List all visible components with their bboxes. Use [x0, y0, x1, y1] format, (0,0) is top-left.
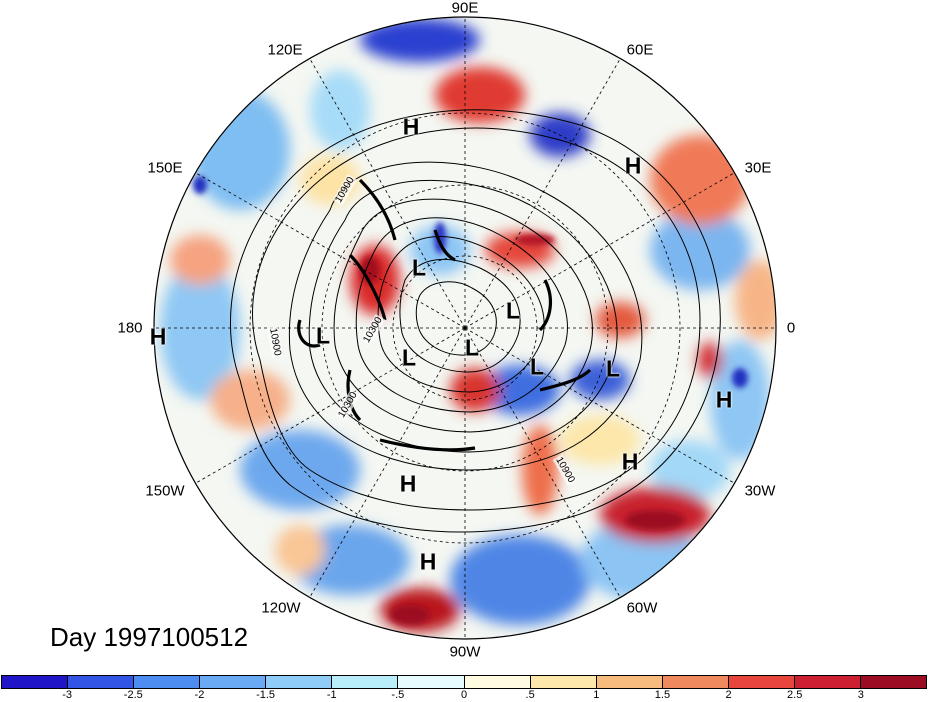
- anomaly-field: [154, 17, 776, 639]
- colorbar-swatch: [464, 676, 531, 688]
- high-pressure-center: H: [621, 448, 639, 475]
- low-pressure-center: L: [505, 297, 521, 324]
- lon-label-150e: 150E: [147, 159, 183, 177]
- colorbar-swatch: [134, 676, 201, 688]
- lon-label-120e: 120E: [267, 41, 303, 59]
- colorbar-tick-label: -1.5: [256, 689, 276, 701]
- colorbar-tick-label: 3: [857, 689, 864, 701]
- colorbar-tick-label: .5: [525, 689, 535, 701]
- low-pressure-center: L: [605, 355, 621, 382]
- map-title: Day 1997100512: [50, 622, 249, 652]
- low-pressure-center: L: [411, 254, 427, 281]
- lon-label-30e: 30E: [744, 159, 772, 177]
- colorbar-tick-label: -3: [62, 689, 73, 701]
- colorbar-swatch: [68, 676, 135, 688]
- low-pressure-center: L: [529, 353, 545, 380]
- lon-label-120w: 120W: [261, 599, 301, 617]
- colorbar: [1, 675, 927, 689]
- lon-label-150w: 150W: [145, 482, 185, 500]
- colorbar-swatch: [530, 676, 597, 688]
- colorbar-tick-label: -1: [326, 689, 337, 701]
- lon-label-60w: 60W: [626, 599, 658, 617]
- colorbar-swatch: [861, 676, 927, 688]
- lon-label-30w: 30W: [744, 482, 776, 500]
- colorbar-swatch: [266, 676, 333, 688]
- colorbar-tick-label: 1: [593, 689, 600, 701]
- colorbar-swatch: [728, 676, 795, 688]
- lon-label-0: 0: [786, 319, 796, 337]
- colorbar-tick-label: 1.5: [654, 689, 671, 701]
- high-pressure-center: H: [419, 548, 437, 575]
- high-pressure-center: H: [402, 113, 420, 140]
- colorbar-tick-label: -2: [194, 689, 205, 701]
- lon-label-180: 180: [117, 319, 143, 337]
- colorbar-tick-label: 2.5: [787, 689, 803, 701]
- lon-label-90e: 90E: [451, 0, 479, 17]
- colorbar-swatch: [662, 676, 729, 688]
- colorbar-tick-label: -.5: [391, 689, 405, 701]
- low-pressure-center: L: [401, 344, 417, 371]
- colorbar-swatch: [332, 676, 399, 688]
- colorbar-tick-label: 2: [725, 689, 732, 701]
- polar-map: [153, 16, 777, 640]
- high-pressure-center: H: [624, 152, 642, 179]
- colorbar-swatch: [2, 676, 69, 688]
- colorbar-swatch: [200, 676, 267, 688]
- lon-label-90w: 90W: [449, 643, 481, 661]
- high-pressure-center: H: [715, 386, 733, 413]
- lon-label-60e: 60E: [626, 41, 654, 59]
- colorbar-tick-label: -2.5: [123, 689, 143, 701]
- colorbar-swatch: [398, 676, 465, 688]
- colorbar-swatch: [794, 676, 862, 688]
- colorbar-tick-label: 0: [460, 689, 468, 701]
- low-pressure-center: L: [464, 334, 480, 361]
- low-pressure-center: L: [315, 322, 331, 349]
- high-pressure-center: H: [399, 470, 417, 497]
- colorbar-swatch: [596, 676, 663, 688]
- high-pressure-center: H: [149, 323, 167, 350]
